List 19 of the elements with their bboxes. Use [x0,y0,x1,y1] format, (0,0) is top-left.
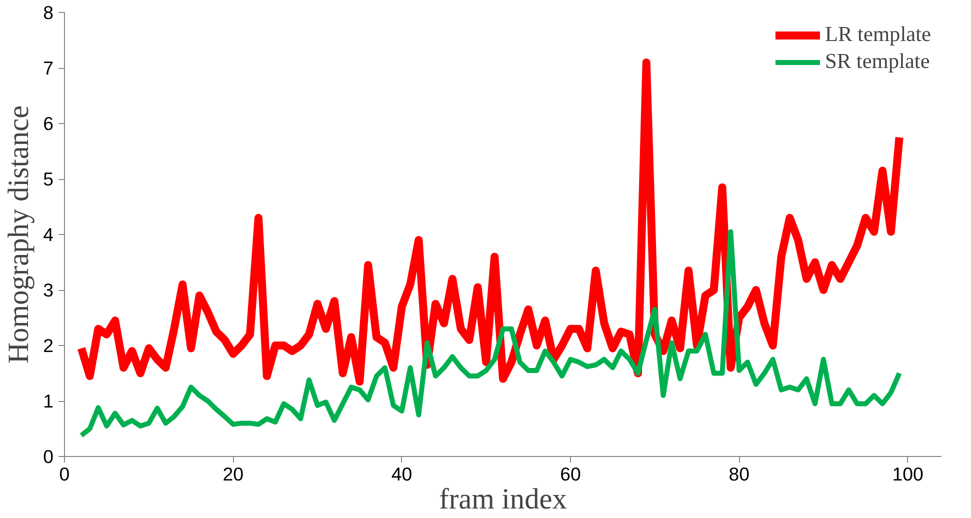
x-tick-label: 0 [59,464,70,484]
x-axis-title: fram index [439,484,568,516]
x-tick-label: 60 [560,464,581,484]
y-tick-label: 5 [43,168,54,190]
legend-label: LR template [824,22,931,47]
x-tick-label: 80 [728,464,750,484]
x-tick-label: 40 [391,464,412,484]
legend-label: SR template [824,49,930,74]
x-tick-label: 20 [222,464,244,484]
y-tick-label: 1 [43,390,54,412]
y-tick-label: 0 [43,446,54,467]
y-tick-label: 8 [43,2,54,23]
y-axis-title: Homography distance [3,105,36,364]
x-tick-label: 100 [892,464,924,484]
y-tick-label: 4 [43,224,54,245]
y-tick-label: 6 [43,113,54,134]
y-tick-label: 3 [43,280,54,300]
y-tick-label: 2 [43,335,54,356]
y-tick-label: 7 [43,58,54,78]
